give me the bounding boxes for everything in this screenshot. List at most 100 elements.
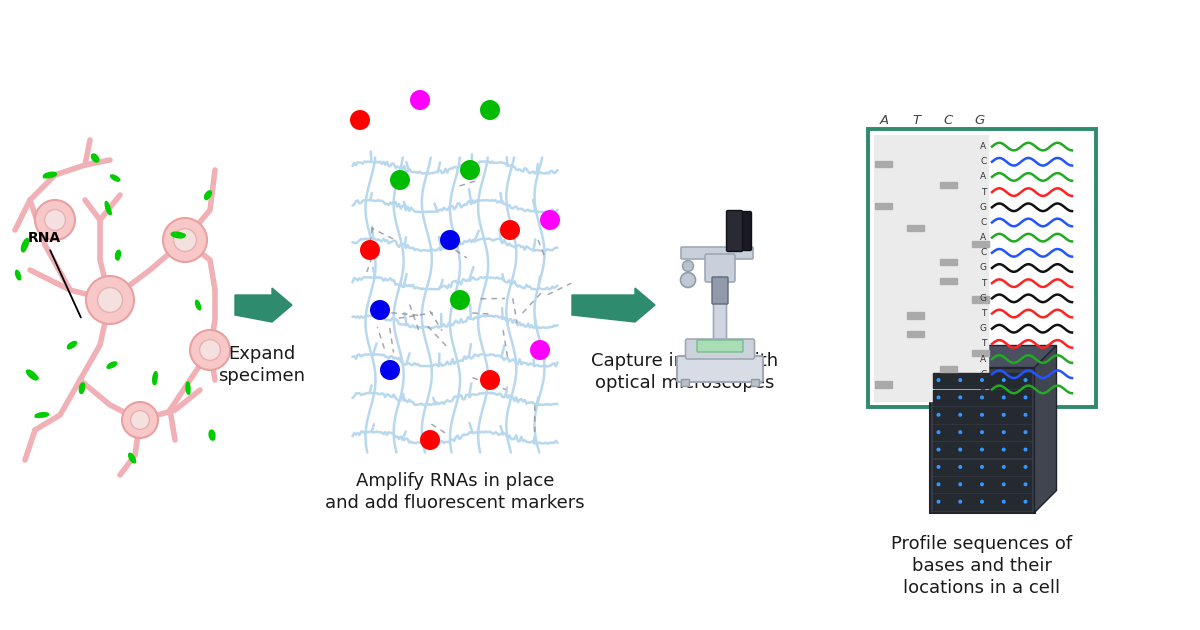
Circle shape xyxy=(420,430,440,450)
Circle shape xyxy=(35,200,74,240)
Ellipse shape xyxy=(114,178,120,181)
Circle shape xyxy=(410,90,430,110)
Ellipse shape xyxy=(35,413,43,417)
FancyBboxPatch shape xyxy=(697,340,743,352)
Circle shape xyxy=(959,466,961,468)
Circle shape xyxy=(1025,449,1027,451)
Polygon shape xyxy=(930,345,1056,367)
Circle shape xyxy=(1025,396,1027,399)
Polygon shape xyxy=(235,288,292,322)
Ellipse shape xyxy=(176,234,185,238)
Text: A: A xyxy=(980,355,986,364)
Ellipse shape xyxy=(67,341,77,348)
Text: C: C xyxy=(980,158,986,166)
Text: A: A xyxy=(980,385,986,394)
Ellipse shape xyxy=(107,362,116,368)
Bar xyxy=(940,259,956,265)
Circle shape xyxy=(1025,413,1027,416)
Bar xyxy=(934,425,1031,440)
Circle shape xyxy=(937,449,940,451)
Ellipse shape xyxy=(80,387,83,394)
Circle shape xyxy=(1002,396,1006,399)
Polygon shape xyxy=(572,288,655,322)
Circle shape xyxy=(980,466,983,468)
Circle shape xyxy=(1002,483,1006,486)
Ellipse shape xyxy=(106,202,110,214)
Circle shape xyxy=(44,210,66,231)
Text: T: T xyxy=(912,114,920,127)
Ellipse shape xyxy=(91,154,98,162)
Bar xyxy=(876,161,893,167)
Ellipse shape xyxy=(131,457,136,462)
Bar xyxy=(907,224,924,231)
Ellipse shape xyxy=(205,193,209,200)
Ellipse shape xyxy=(30,374,38,379)
Circle shape xyxy=(959,396,961,399)
Circle shape xyxy=(450,290,470,310)
Circle shape xyxy=(937,379,940,381)
Circle shape xyxy=(937,431,940,433)
Text: T: T xyxy=(982,340,986,348)
Ellipse shape xyxy=(35,413,49,417)
Text: C: C xyxy=(980,248,986,257)
Circle shape xyxy=(1002,413,1006,416)
Text: Expand
specimen: Expand specimen xyxy=(218,345,306,385)
Circle shape xyxy=(360,240,380,260)
Circle shape xyxy=(980,500,983,503)
Circle shape xyxy=(937,500,940,503)
Circle shape xyxy=(980,483,983,486)
Text: A: A xyxy=(980,173,986,181)
Bar xyxy=(930,367,1034,512)
Circle shape xyxy=(1002,466,1006,468)
Bar xyxy=(934,442,1031,457)
Circle shape xyxy=(163,218,208,262)
Bar xyxy=(907,331,924,337)
Bar xyxy=(876,382,893,387)
Text: Amplify RNAs in place
and add fluorescent markers: Amplify RNAs in place and add fluorescen… xyxy=(325,472,584,512)
Ellipse shape xyxy=(152,372,157,384)
Circle shape xyxy=(480,100,500,120)
Circle shape xyxy=(959,413,961,416)
Ellipse shape xyxy=(22,243,25,252)
FancyBboxPatch shape xyxy=(682,247,754,259)
Circle shape xyxy=(1025,483,1027,486)
FancyBboxPatch shape xyxy=(868,129,1096,407)
Ellipse shape xyxy=(22,239,29,251)
Ellipse shape xyxy=(67,343,73,349)
Bar xyxy=(907,312,924,319)
Circle shape xyxy=(500,220,520,240)
Bar xyxy=(940,365,956,372)
FancyBboxPatch shape xyxy=(706,254,734,282)
FancyBboxPatch shape xyxy=(712,277,728,304)
Circle shape xyxy=(86,276,134,324)
Circle shape xyxy=(937,413,940,416)
Circle shape xyxy=(959,449,961,451)
Bar xyxy=(682,379,689,386)
Ellipse shape xyxy=(43,172,56,178)
Text: A: A xyxy=(980,142,986,151)
Circle shape xyxy=(131,411,149,430)
Bar xyxy=(876,203,893,210)
Circle shape xyxy=(959,379,961,381)
FancyBboxPatch shape xyxy=(685,339,755,359)
Bar xyxy=(934,373,1031,388)
Circle shape xyxy=(440,230,460,250)
Circle shape xyxy=(540,210,560,230)
Ellipse shape xyxy=(186,387,190,394)
Text: T: T xyxy=(982,188,986,197)
Circle shape xyxy=(980,449,983,451)
Circle shape xyxy=(1002,431,1006,433)
Ellipse shape xyxy=(128,453,136,463)
Bar xyxy=(934,459,1031,475)
Circle shape xyxy=(190,330,230,370)
Text: Capture images with
optical microscopes: Capture images with optical microscopes xyxy=(592,352,779,392)
Circle shape xyxy=(380,360,400,380)
Circle shape xyxy=(480,370,500,390)
Bar xyxy=(972,296,989,302)
Circle shape xyxy=(959,483,961,486)
Circle shape xyxy=(174,229,197,251)
Text: C: C xyxy=(980,370,986,379)
Ellipse shape xyxy=(26,370,37,380)
Ellipse shape xyxy=(172,232,185,238)
Text: G: G xyxy=(974,114,985,127)
